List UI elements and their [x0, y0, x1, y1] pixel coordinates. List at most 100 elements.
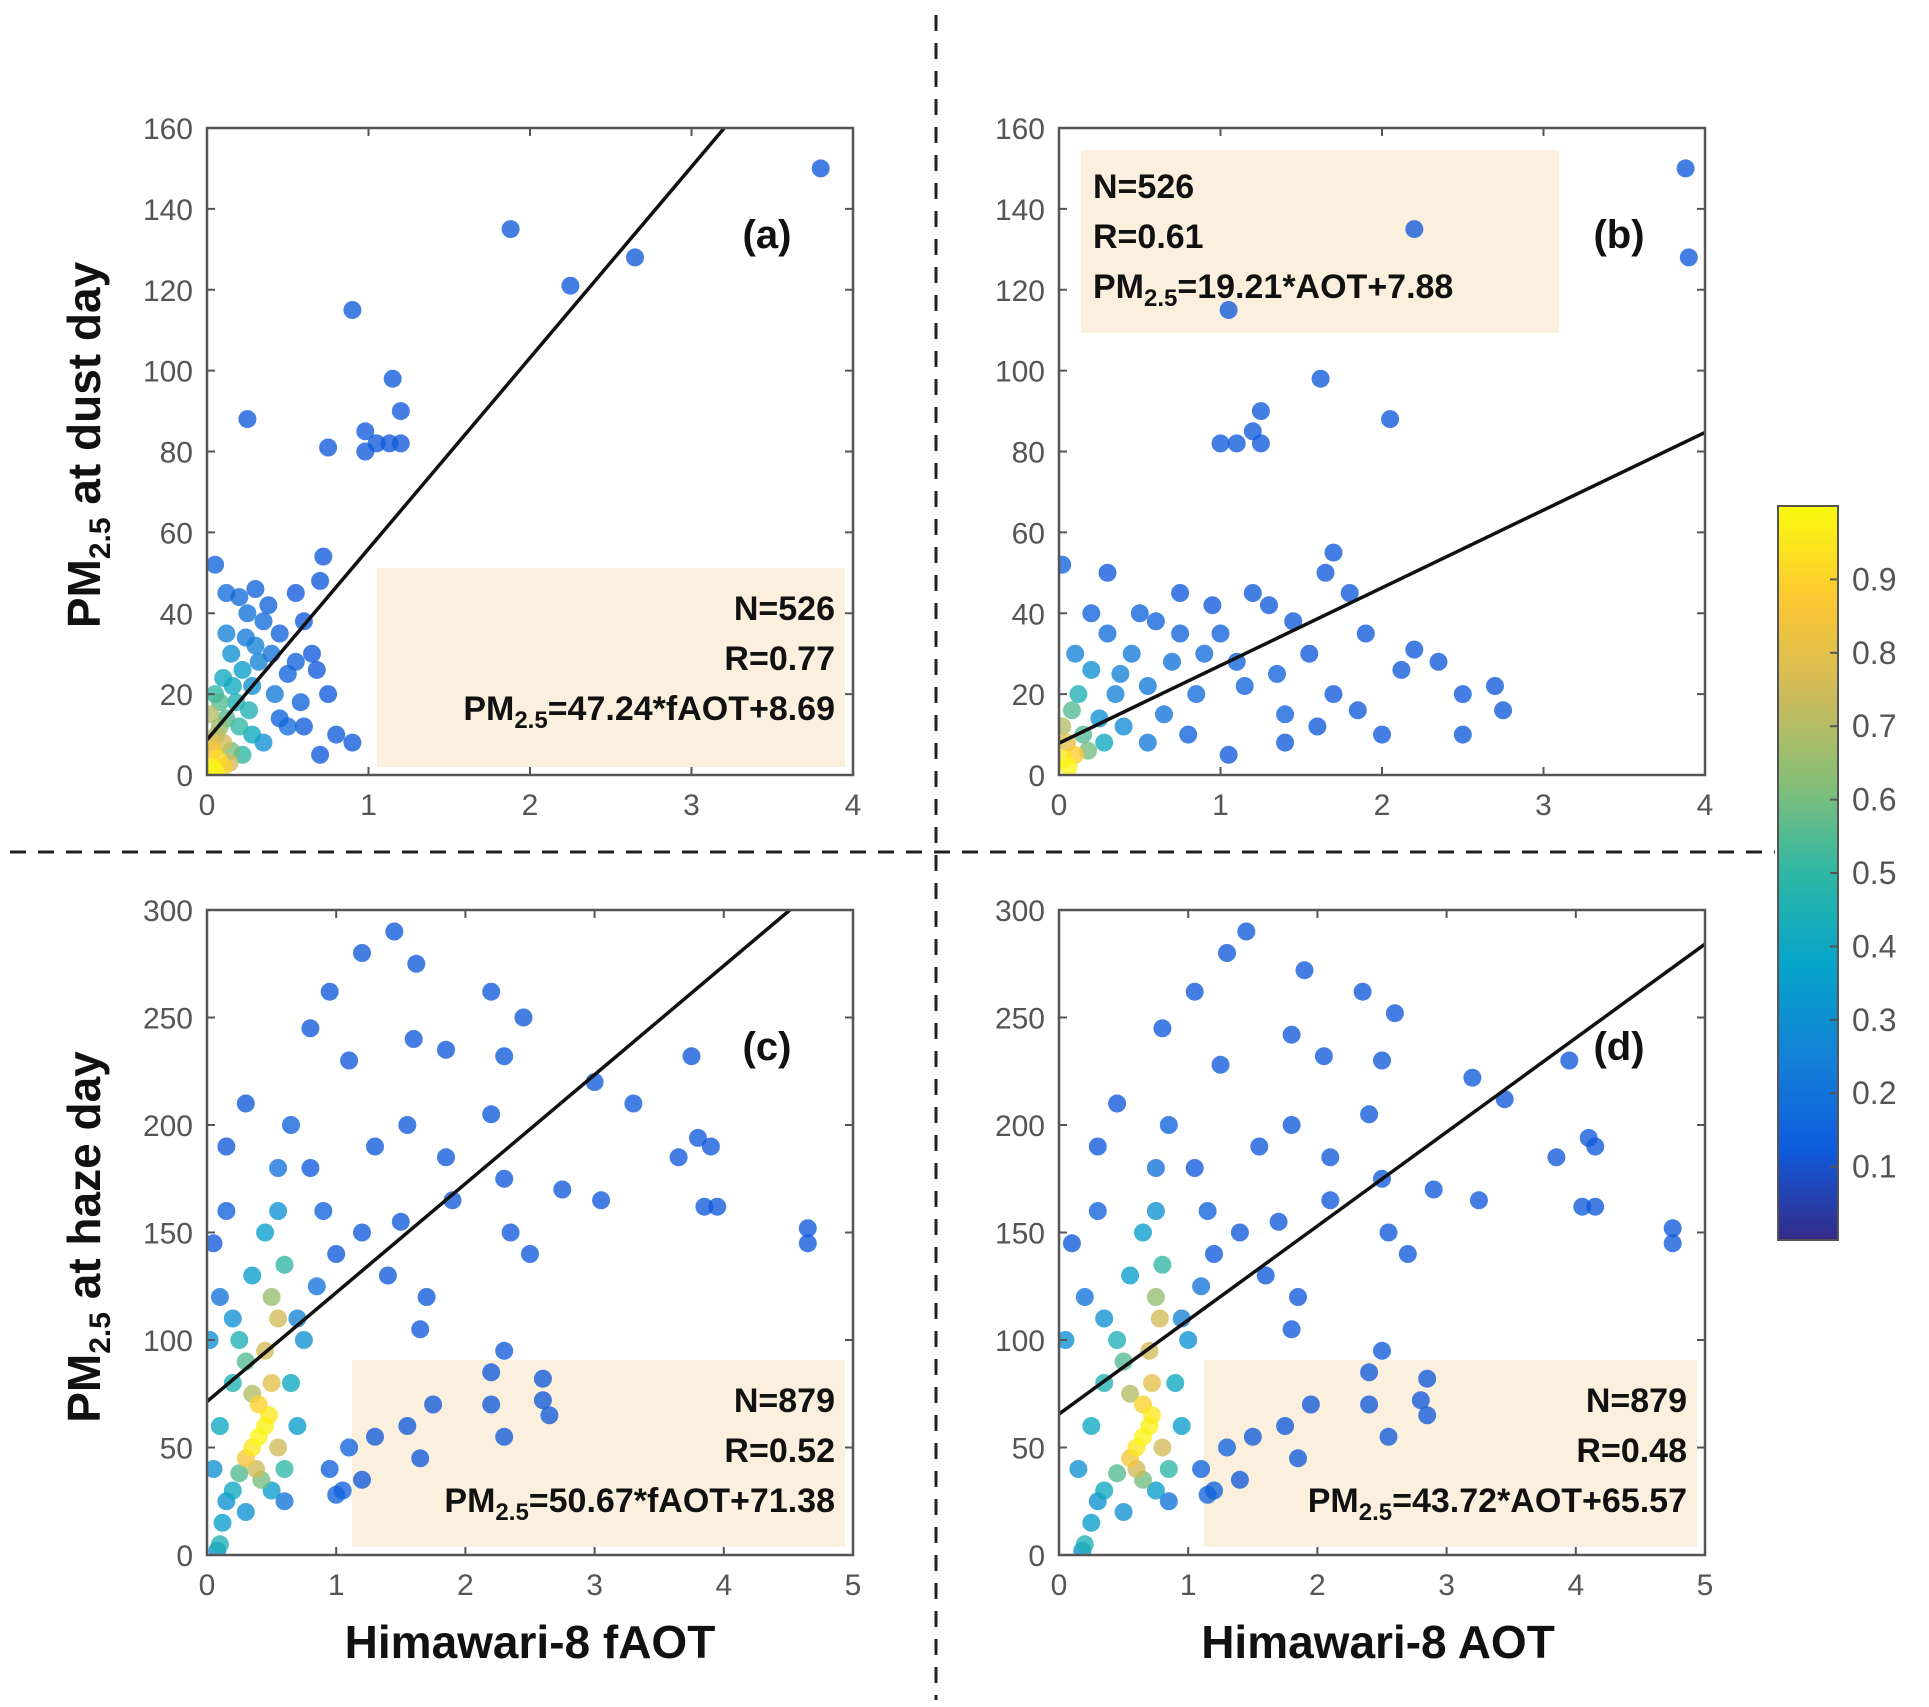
- colorbar: 0.1 0.2 0.3 0.4 0.5 0.6 0.7 0.8 0.9: [1777, 505, 1896, 1241]
- data-point: [1155, 705, 1173, 724]
- data-point: [1075, 1288, 1094, 1306]
- data-point: [1159, 1460, 1178, 1478]
- colorbar-tick-label: 0.2: [1852, 1075, 1896, 1111]
- x-tick-label: 4: [715, 1569, 732, 1602]
- data-point: [269, 1438, 288, 1457]
- data-point: [1108, 1094, 1127, 1113]
- data-point: [424, 1395, 443, 1414]
- data-point: [1230, 1470, 1249, 1489]
- stat-equation-suffix: =43.72*AOT+65.57: [1392, 1482, 1687, 1520]
- data-point: [1095, 1309, 1114, 1328]
- y-tick-label: 120: [995, 275, 1045, 308]
- data-point: [1282, 1116, 1301, 1134]
- data-point: [1227, 434, 1246, 453]
- data-point: [495, 1169, 514, 1188]
- points-a: [207, 159, 830, 775]
- stat-r: R=0.48: [1576, 1432, 1687, 1470]
- data-point: [236, 1094, 255, 1113]
- data-point: [443, 1191, 462, 1210]
- data-point: [1314, 1047, 1333, 1066]
- data-point: [1098, 624, 1117, 643]
- data-point: [1082, 660, 1101, 679]
- data-point: [482, 1105, 501, 1124]
- x-tick-label: 1: [328, 1569, 345, 1602]
- data-point: [1243, 584, 1262, 602]
- data-point: [1185, 982, 1204, 1001]
- data-point: [275, 1255, 294, 1274]
- data-point: [210, 1535, 229, 1554]
- data-point: [1218, 1438, 1236, 1457]
- data-point: [320, 982, 339, 1001]
- data-point: [291, 693, 310, 712]
- data-point: [798, 1219, 817, 1238]
- data-point: [495, 1047, 514, 1066]
- data-point: [1146, 1288, 1165, 1306]
- panel-label-c: (c): [743, 1025, 792, 1069]
- data-point: [238, 410, 257, 429]
- y-axis-title-haze: PM2.5 at haze day: [58, 1051, 117, 1423]
- data-point: [1185, 1159, 1204, 1177]
- data-point: [288, 1417, 307, 1435]
- data-point: [1143, 1374, 1161, 1392]
- stats-box-b: [1081, 150, 1559, 333]
- data-point: [1153, 1255, 1172, 1274]
- data-point: [1411, 1391, 1430, 1410]
- stat-r: R=0.61: [1093, 218, 1204, 256]
- data-point: [1192, 1460, 1211, 1478]
- data-point: [246, 580, 265, 598]
- data-point: [482, 982, 501, 1001]
- x-tick-label: 1: [1180, 1569, 1197, 1602]
- stat-n: N=526: [734, 590, 835, 628]
- data-point: [417, 1288, 436, 1306]
- y-tick-label: 200: [143, 1110, 193, 1143]
- data-point: [1260, 596, 1278, 615]
- stat-equation-prefix: PM: [1093, 268, 1144, 306]
- data-point: [217, 1202, 236, 1220]
- data-point: [265, 685, 284, 704]
- data-point: [340, 1051, 359, 1070]
- data-point: [262, 1374, 281, 1392]
- data-point: [246, 636, 265, 655]
- data-point: [1138, 733, 1157, 752]
- x-tick-label: 4: [1697, 789, 1714, 822]
- data-point: [294, 1331, 313, 1349]
- y-axis-title-dust-prefix: PM: [58, 559, 110, 628]
- data-point: [1166, 1374, 1185, 1392]
- data-point: [1088, 1202, 1107, 1220]
- data-point: [207, 555, 225, 574]
- y-tick-label: 120: [143, 275, 193, 308]
- data-point: [1301, 1395, 1320, 1414]
- data-point: [1219, 301, 1238, 319]
- y-tick-label: 0: [176, 760, 193, 793]
- data-point: [301, 1019, 320, 1038]
- panel-a: 0 1 2 3 4020406080100120140160(a)N=526R=0.77…: [143, 113, 861, 822]
- data-point: [1153, 1438, 1172, 1457]
- data-point: [495, 1341, 514, 1360]
- data-point: [1405, 220, 1424, 239]
- data-point: [501, 1223, 520, 1242]
- data-point: [1211, 434, 1230, 453]
- data-point: [353, 944, 371, 962]
- data-point: [1679, 248, 1698, 267]
- y-tick-label: 160: [995, 113, 1045, 146]
- data-point: [708, 1197, 727, 1216]
- data-point: [1379, 1427, 1398, 1446]
- data-point: [1134, 1223, 1152, 1242]
- data-point: [230, 717, 249, 736]
- x-tick-label: 3: [1438, 1569, 1455, 1602]
- data-point: [275, 1460, 294, 1478]
- data-point: [210, 693, 229, 712]
- data-point: [1062, 701, 1081, 720]
- data-point: [398, 1116, 417, 1134]
- y-tick-label: 300: [143, 895, 193, 928]
- data-point: [319, 438, 338, 457]
- y-axis-title-haze-sub: 2.5: [84, 1312, 117, 1354]
- x-tick-label: 0: [1051, 1569, 1068, 1602]
- data-point: [207, 705, 220, 724]
- points-b: [1059, 159, 1698, 775]
- data-point: [262, 1288, 281, 1306]
- y-tick-label: 250: [143, 1003, 193, 1036]
- data-point: [1243, 1427, 1262, 1446]
- data-point: [1276, 705, 1295, 724]
